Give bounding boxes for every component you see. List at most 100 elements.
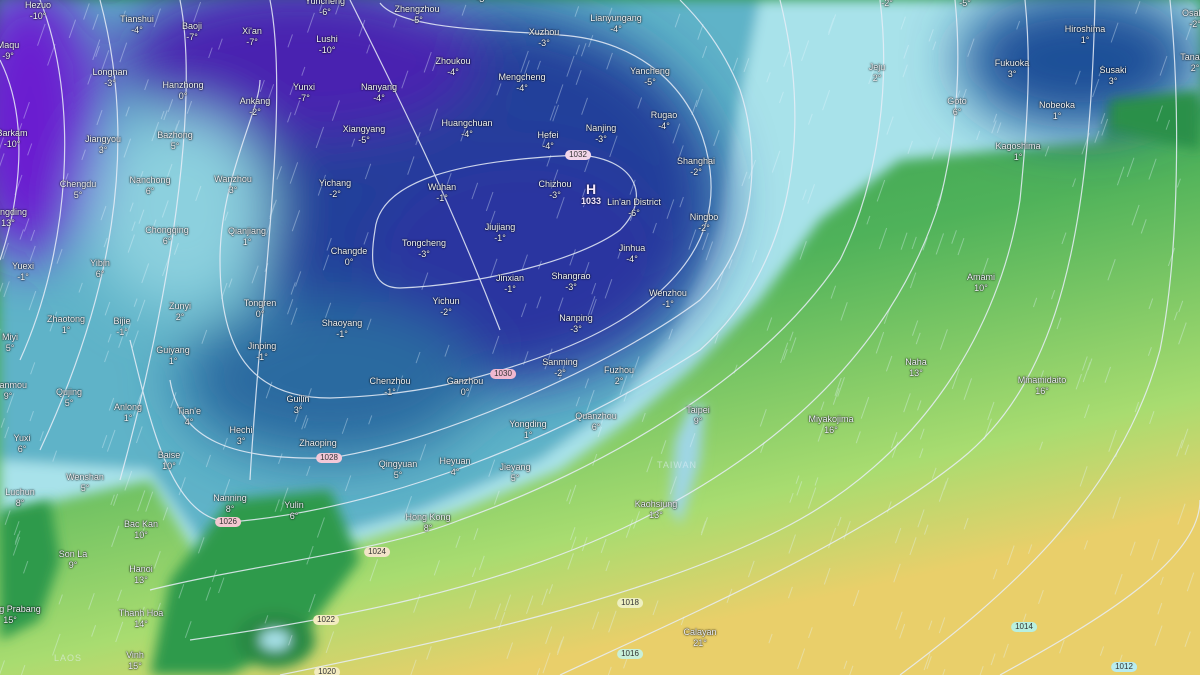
city-label[interactable]: Huangchuan -4° — [441, 118, 492, 140]
city-label[interactable]: Vinh 15° — [126, 650, 144, 672]
city-label[interactable]: Longnan -3° — [92, 67, 127, 89]
city-label[interactable]: Hefei -4° — [537, 130, 558, 152]
city-label[interactable]: Yuanmou9° — [0, 380, 27, 402]
city-label[interactable]: Son La 9° — [59, 549, 88, 571]
city-label[interactable]: Luchun 8° — [5, 487, 35, 509]
city-label[interactable]: Yichun -2° — [432, 296, 459, 318]
city-label[interactable]: Amami 10° — [967, 272, 995, 294]
city-label[interactable]: Xi'an -7° — [242, 26, 262, 48]
city-label[interactable]: Bac Kan 10° — [124, 519, 158, 541]
city-label[interactable]: Sanming -2° — [542, 357, 578, 379]
city-label[interactable]: Ganzhou 0° — [447, 376, 484, 398]
city-label[interactable]: Miyakojima 16° — [808, 414, 853, 436]
city-label[interactable]: Yongding 1° — [509, 419, 546, 441]
city-label[interactable]: Mengcheng -4° — [498, 72, 545, 94]
city-label[interactable]: Minamidaito 16° — [1018, 375, 1067, 397]
city-label[interactable]: Kagoshima 1° — [995, 141, 1040, 163]
city-label[interactable]: Nanning 8° — [213, 493, 247, 515]
city-label[interactable]: Lianyungang -4° — [590, 13, 642, 35]
city-label[interactable]: Jinxian -1° — [496, 273, 524, 295]
city-label[interactable]: Hiroshima 1° — [1065, 24, 1106, 46]
city-label[interactable]: Quanzhou 6° — [575, 411, 617, 433]
city-label[interactable]: Bijie -1° — [113, 316, 130, 338]
city-label[interactable]: Barkam-10° — [0, 128, 28, 150]
city-label[interactable]: Chongqing 6° — [145, 225, 189, 247]
city-label[interactable]: Wenzhou -1° — [649, 288, 687, 310]
city-label[interactable]: Zhoukou -4° — [435, 56, 470, 78]
city-label[interactable]: Tongren 0° — [244, 298, 277, 320]
city-label[interactable]: Tian'e 4° — [177, 406, 201, 428]
city-label[interactable]: Yulin 6° — [284, 500, 304, 522]
city-label[interactable]: Yibin 6° — [90, 258, 110, 280]
city-label[interactable]: Jinping -1° — [248, 341, 277, 363]
city-label[interactable]: Yuncheng -6° — [305, 0, 345, 18]
city-label[interactable]: Hanoi 13° — [129, 564, 153, 586]
city-label[interactable]: Qujing 5° — [56, 387, 82, 409]
city-label[interactable]: Yuxi 6° — [13, 433, 30, 455]
city-label[interactable]: Jieyang 5° — [499, 462, 530, 484]
city-label[interactable]: Guilin 3° — [286, 394, 309, 416]
city-label[interactable]: Fuzhou 2° — [604, 365, 634, 387]
city-label[interactable]: -2° — [881, 0, 893, 9]
city-label[interactable]: Goto 6° — [947, 96, 967, 118]
city-label[interactable]: Qianjiang 1° — [228, 226, 266, 248]
city-label[interactable]: Susaki 3° — [1099, 65, 1126, 87]
city-label[interactable]: Ningbo -2° — [690, 212, 719, 234]
city-label[interactable]: Thanh Hoa 14° — [119, 608, 164, 630]
city-label[interactable]: Ankang -2° — [240, 96, 271, 118]
city-label[interactable]: Osaka-2° — [1182, 8, 1200, 30]
city-label[interactable]: Nanchong 6° — [129, 175, 170, 197]
city-label[interactable]: Qingyuan 5° — [379, 459, 418, 481]
city-label[interactable]: Shanghai -2° — [677, 156, 715, 178]
city-label[interactable]: Naha 13° — [905, 357, 927, 379]
city-label[interactable]: Kaohsiung 13° — [635, 499, 678, 521]
city-label[interactable]: Rugao -4° — [651, 110, 678, 132]
city-label[interactable]: Nanping -3° — [559, 313, 593, 335]
city-label[interactable]: Nanjing -3° — [586, 123, 617, 145]
city-label[interactable]: Wenshan 5° — [66, 472, 104, 494]
city-label[interactable]: Baoji -7° — [182, 21, 202, 43]
city-label[interactable]: Zhengzhou -5° — [394, 4, 439, 26]
city-label[interactable]: Baise 10° — [158, 450, 181, 472]
city-label[interactable]: Bazhong 5° — [157, 130, 193, 152]
city-label[interactable]: Hong Kong 8° — [405, 512, 450, 534]
city-label[interactable]: Changde 0° — [331, 246, 368, 268]
city-label[interactable]: Nobeoka 1° — [1039, 100, 1075, 122]
city-label[interactable]: Xiangyang -5° — [343, 124, 386, 146]
city-label[interactable]: Zunyi 2° — [169, 301, 191, 323]
city-label[interactable]: Chengdu 5° — [60, 179, 97, 201]
city-label[interactable]: Tongcheng -3° — [402, 238, 446, 260]
city-label[interactable]: -3° — [476, 0, 488, 5]
city-label[interactable]: Jinhua -4° — [619, 243, 646, 265]
city-label[interactable]: Yichang -2° — [319, 178, 351, 200]
city-label[interactable]: Hezuo -10° — [25, 0, 51, 22]
city-label[interactable]: Jiangyou 3° — [85, 134, 121, 156]
city-label[interactable]: Guiyang 1° — [156, 345, 190, 367]
city-label[interactable]: Chizhou -3° — [538, 179, 571, 201]
city-label[interactable]: Chenzhou -1° — [369, 376, 410, 398]
city-label[interactable]: Nanyang -4° — [361, 82, 397, 104]
city-label[interactable]: Xuzhou -3° — [529, 27, 560, 49]
city-label[interactable]: Lushi -10° — [316, 34, 338, 56]
city-label[interactable]: Fukuoka 3° — [995, 58, 1030, 80]
city-label[interactable]: Yancheng -5° — [630, 66, 670, 88]
city-label[interactable]: Shaoyang -1° — [322, 318, 363, 340]
city-label[interactable]: Tianshui -4° — [120, 14, 154, 36]
city-label[interactable]: Maqu -9° — [0, 40, 19, 62]
city-label[interactable]: Heyuan 4° — [439, 456, 470, 478]
city-label[interactable]: Calayan 21° — [683, 627, 716, 649]
city-label[interactable]: Kangding13° — [0, 207, 27, 229]
city-label[interactable]: Zhaoping — [299, 438, 337, 449]
city-label[interactable]: Yunxi -7° — [293, 82, 315, 104]
city-label[interactable]: Wanzhou 3° — [214, 174, 252, 196]
city-label[interactable]: -5° — [959, 0, 971, 9]
city-label[interactable]: Lin'an District -6° — [607, 197, 661, 219]
city-label[interactable]: Taipei 9° — [686, 405, 710, 427]
city-label[interactable]: Hanzhong 0° — [162, 80, 203, 102]
city-label[interactable]: Jeju 2° — [869, 62, 886, 84]
city-label[interactable]: Yuexi -1° — [12, 261, 34, 283]
city-label[interactable]: Shangrao -3° — [551, 271, 590, 293]
city-label[interactable]: Tanabe2° — [1180, 52, 1200, 74]
city-label[interactable]: Jiujiang -1° — [485, 222, 516, 244]
